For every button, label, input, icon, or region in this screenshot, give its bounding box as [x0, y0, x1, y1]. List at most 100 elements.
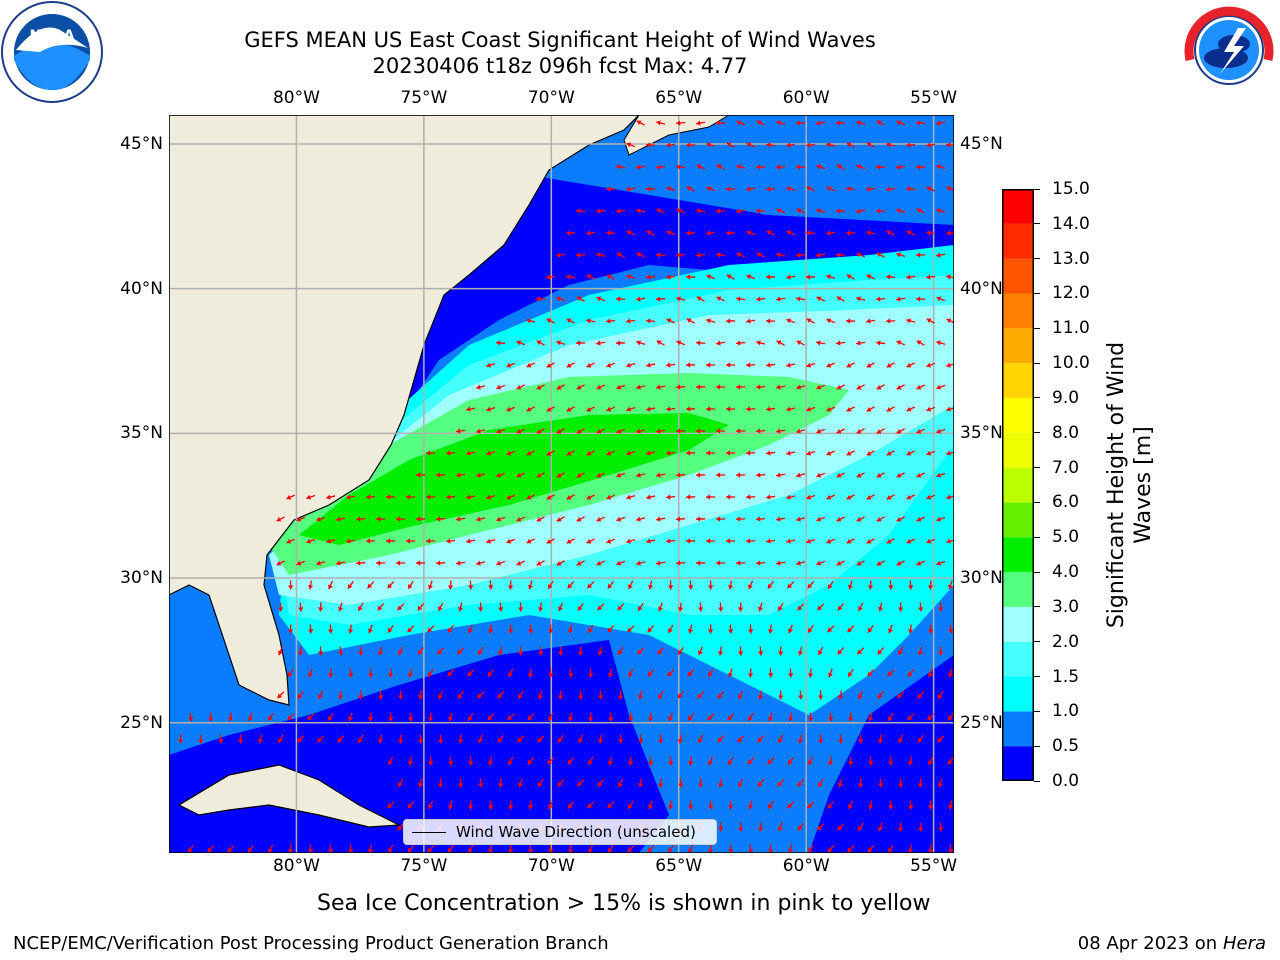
wave-direction-arrow — [438, 734, 444, 744]
wave-direction-arrow — [556, 384, 565, 390]
wave-direction-arrow — [577, 779, 585, 787]
wave-direction-arrow — [527, 668, 534, 678]
wave-direction-arrow — [528, 844, 534, 853]
wave-direction-arrow — [716, 428, 726, 434]
wave-direction-arrow — [696, 340, 706, 346]
wave-direction-arrow — [407, 625, 415, 633]
wave-direction-arrow — [696, 164, 705, 170]
wave-direction-arrow — [808, 668, 814, 678]
wave-direction-arrow — [906, 406, 915, 412]
wave-direction-arrow — [407, 756, 414, 766]
wave-direction-arrow — [746, 362, 756, 368]
wave-direction-arrow — [438, 778, 444, 788]
wave-direction-arrow — [536, 516, 545, 522]
wave-direction-arrow — [738, 822, 744, 832]
wave-direction-arrow — [508, 668, 514, 678]
wave-direction-arrow — [408, 668, 413, 678]
lon-tick-label-top: 60°W — [782, 88, 830, 108]
wave-direction-arrow — [576, 296, 585, 302]
wave-direction-arrow — [516, 560, 525, 566]
wave-direction-arrow — [727, 580, 734, 590]
wave-direction-arrow — [656, 472, 666, 478]
wave-direction-arrow — [877, 647, 885, 655]
wave-direction-arrow — [606, 450, 616, 456]
wave-direction-arrow — [917, 691, 925, 699]
wave-direction-arrow — [646, 230, 655, 236]
wave-direction-arrow — [677, 691, 685, 699]
colorbar-segment — [1002, 397, 1034, 433]
wave-direction-arrow — [717, 691, 724, 699]
wave-direction-arrow — [886, 362, 895, 368]
wave-direction-arrow — [656, 516, 666, 522]
colorbar-tick-mark — [1034, 188, 1040, 190]
wave-direction-arrow — [907, 713, 915, 721]
wave-direction-arrow — [418, 778, 423, 788]
wave-direction-arrow — [888, 624, 893, 634]
wave-direction-arrow — [747, 712, 754, 722]
wave-direction-arrow — [596, 252, 606, 258]
wave-direction-arrow — [706, 494, 716, 500]
wave-direction-arrow — [328, 668, 334, 678]
wave-direction-arrow — [787, 757, 794, 765]
wave-direction-arrow — [897, 646, 904, 656]
wave-direction-arrow — [288, 580, 294, 590]
colorbar-tick-mark — [1034, 571, 1040, 573]
colorbar-segment — [1002, 641, 1034, 677]
wave-direction-arrow — [676, 296, 686, 302]
wave-direction-arrow — [936, 252, 946, 258]
wave-direction-arrow — [587, 624, 594, 634]
wave-direction-arrow — [476, 516, 486, 522]
wave-direction-arrow — [636, 296, 646, 302]
wave-direction-arrow — [606, 362, 616, 368]
wave-direction-arrow — [947, 713, 954, 721]
wave-direction-arrow — [276, 516, 285, 522]
wave-direction-arrow — [567, 712, 574, 722]
wave-direction-arrow — [597, 603, 605, 611]
wave-direction-arrow — [736, 428, 746, 434]
wave-direction-arrow — [397, 646, 404, 656]
wave-direction-arrow — [677, 647, 684, 655]
wave-direction-arrow — [736, 384, 746, 390]
wave-direction-arrow — [758, 602, 763, 612]
wave-direction-arrow — [917, 646, 924, 656]
wave-direction-arrow — [767, 581, 774, 589]
wave-direction-arrow — [837, 690, 844, 700]
wave-direction-arrow — [797, 779, 805, 787]
wave-direction-arrow — [677, 734, 684, 744]
wave-direction-arrow — [686, 450, 696, 456]
wave-direction-arrow — [796, 208, 805, 214]
wave-direction-arrow — [806, 362, 816, 368]
wave-direction-arrow — [578, 734, 583, 744]
wave-direction-arrow — [736, 735, 745, 743]
colorbar-tick-label: 1.5 — [1052, 666, 1080, 687]
wave-direction-arrow — [628, 668, 634, 678]
wave-direction-arrow — [477, 691, 485, 699]
wave-direction-arrow — [358, 646, 364, 656]
lon-tick-label-top: 75°W — [400, 88, 448, 108]
wave-direction-arrow — [876, 252, 885, 258]
wave-direction-arrow — [508, 580, 514, 590]
wave-direction-arrow — [277, 734, 284, 744]
wave-direction-arrow — [576, 472, 585, 478]
wave-direction-arrow — [426, 494, 436, 500]
wave-direction-arrow — [556, 516, 565, 522]
wave-direction-arrow — [736, 560, 746, 566]
wave-direction-arrow — [548, 668, 554, 678]
wave-direction-arrow — [546, 362, 555, 368]
wave-direction-arrow — [938, 646, 944, 656]
wave-direction-arrow — [918, 602, 924, 612]
wave-direction-arrow — [777, 602, 784, 612]
wave-direction-arrow — [698, 778, 704, 788]
wave-direction-arrow — [836, 384, 845, 390]
wave-direction-arrow — [337, 735, 345, 743]
wave-direction-arrow — [886, 186, 896, 192]
wave-direction-arrow — [746, 318, 756, 324]
colorbar — [1002, 189, 1034, 781]
wave-direction-arrow — [646, 494, 656, 500]
wave-direction-arrow — [856, 340, 866, 346]
wave-direction-arrow — [396, 560, 406, 566]
wave-direction-arrow — [596, 384, 605, 390]
wave-direction-arrow — [938, 602, 944, 612]
wave-direction-arrow — [726, 406, 736, 412]
wave-direction-arrow — [926, 450, 936, 456]
